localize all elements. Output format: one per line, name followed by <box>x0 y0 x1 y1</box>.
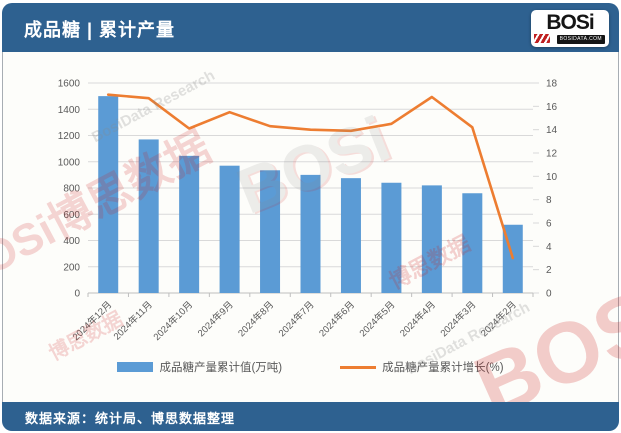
y-axis-left-tick-label: 1200 <box>58 131 81 142</box>
y-axis-left-tick-label: 800 <box>63 184 80 195</box>
bosidata-logo: BOSi BOSIDATA.COM <box>531 10 609 47</box>
y-axis-left-tick-label: 1400 <box>58 105 81 116</box>
x-axis-label: 2024年8月 <box>236 299 277 340</box>
bar-2024年7月 <box>300 174 321 293</box>
x-axis-label: 2024年11月 <box>111 299 155 343</box>
y-axis-right-tick-label: 16 <box>546 102 558 113</box>
bar-2024年4月 <box>421 185 442 293</box>
bar-2024年8月 <box>260 170 281 293</box>
x-axis-label: 2024年2月 <box>478 299 519 340</box>
y-axis-right-tick-label: 2 <box>546 265 552 276</box>
bar-2024年3月 <box>462 193 483 293</box>
legend-bar-swatch-icon <box>117 362 154 372</box>
y-axis-left-tick-label: 1600 <box>58 79 81 90</box>
y-axis-right-tick-label: 0 <box>546 289 552 300</box>
x-axis-label: 2024年5月 <box>357 299 398 340</box>
legend-item-bar: 成品糖产量累计值(万吨) <box>117 359 282 375</box>
legend-bar-label: 成品糖产量累计值(万吨) <box>159 362 283 374</box>
page-title: 成品糖 | 累计产量 <box>24 20 176 40</box>
y-axis-right-tick-label: 18 <box>546 79 558 90</box>
y-axis-left-tick-label: 200 <box>63 262 80 273</box>
y-axis-right-tick-label: 12 <box>546 149 558 160</box>
bar-2024年6月 <box>340 178 361 293</box>
chart-legend: 成品糖产量累计值(万吨) 成品糖产量累计增长(%) <box>0 359 621 375</box>
y-axis-left-tick-label: 0 <box>74 289 80 300</box>
x-axis-label: 2024年10月 <box>151 299 195 343</box>
x-axis-label: 2024年4月 <box>397 299 438 340</box>
y-axis-left-tick-label: 600 <box>63 210 80 221</box>
x-axis-label: 2024年3月 <box>438 299 479 340</box>
bar-2024年5月 <box>381 182 402 293</box>
y-axis-left-tick-label: 1000 <box>58 157 81 168</box>
x-axis-label: 2024年9月 <box>195 299 236 340</box>
bar-2024年10月 <box>179 155 200 293</box>
legend-item-line: 成品糖产量累计增长(%) <box>340 359 504 375</box>
bar-2024年11月 <box>138 139 159 293</box>
logo-domain-label: BOSIDATA.COM <box>556 35 605 44</box>
title-banner: 成品糖 | 累计产量 BOSi BOSIDATA.COM <box>2 3 619 52</box>
y-axis-right-tick-label: 14 <box>546 125 558 136</box>
x-axis-label: 2024年6月 <box>316 299 357 340</box>
legend-line-swatch-icon <box>340 365 377 369</box>
x-axis-label: 2024年7月 <box>276 299 317 340</box>
growth-line <box>106 93 515 260</box>
x-axis-label: 2024年12月 <box>70 299 114 343</box>
y-axis-right-tick-label: 10 <box>546 172 558 183</box>
y-axis-left-tick-label: 400 <box>63 236 80 247</box>
bosi-logo-text: BOSi <box>546 11 594 34</box>
legend-line-label: 成品糖产量累计增长(%) <box>382 362 504 374</box>
source-banner: 数据来源：统计局、博思数据整理 <box>2 402 619 431</box>
y-axis-right-tick-label: 4 <box>546 242 552 253</box>
chart-canvas: 0 200 400 600 800 1000 1200 1400 1600 0 2 4 6 8 10 12 14… <box>58 79 558 343</box>
y-axis-right-tick-label: 8 <box>546 195 552 206</box>
bar-2024年12月 <box>98 96 119 293</box>
bar-2024年9月 <box>219 165 240 293</box>
y-axis-right-tick-label: 6 <box>546 219 552 230</box>
logo-stripes-icon <box>534 34 550 43</box>
data-source-text: 数据来源：统计局、博思数据整理 <box>25 411 236 426</box>
